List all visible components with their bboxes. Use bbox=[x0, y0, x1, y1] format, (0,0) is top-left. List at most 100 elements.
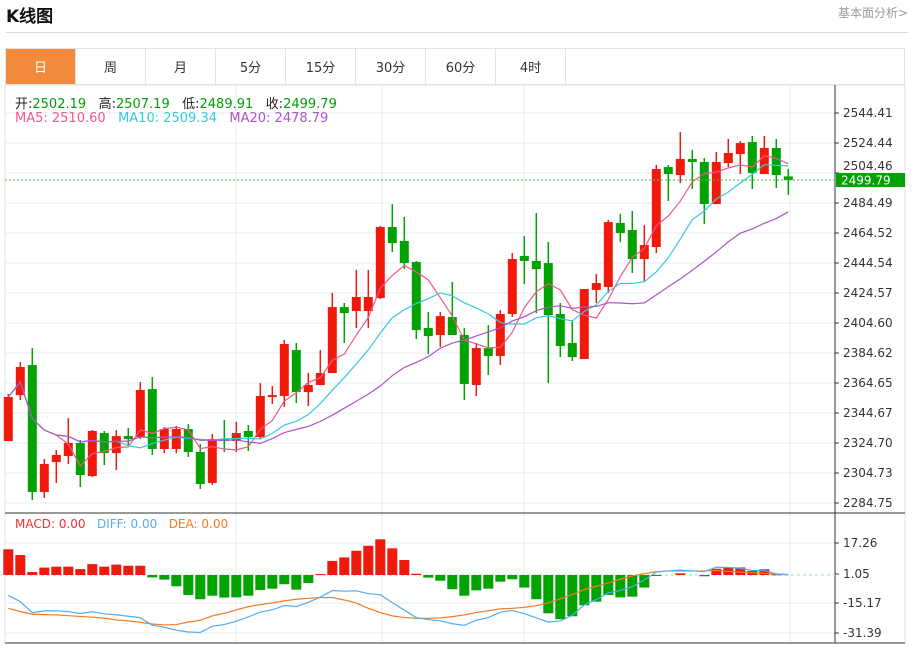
candle-body bbox=[267, 395, 277, 398]
macd-bar bbox=[639, 575, 650, 588]
tab-week[interactable]: 周 bbox=[76, 49, 146, 84]
period-tabs: 日 周 月 5分 15分 30分 60分 4时 bbox=[5, 48, 905, 85]
open-label: 开: bbox=[15, 97, 33, 112]
macd-bar bbox=[435, 575, 446, 581]
macd-bar bbox=[543, 575, 554, 614]
candle-body bbox=[99, 433, 109, 454]
candle-body bbox=[687, 158, 697, 162]
candle-body bbox=[39, 464, 49, 492]
diff-value: DIFF: 0.00 bbox=[97, 517, 158, 531]
macd-bar bbox=[591, 575, 602, 602]
macd-bar bbox=[339, 557, 350, 575]
macd-bar bbox=[15, 555, 26, 575]
macd-bar bbox=[411, 573, 422, 575]
candle-body bbox=[483, 348, 493, 357]
macd-bar bbox=[423, 575, 434, 578]
candle-body bbox=[147, 389, 157, 450]
candle-body bbox=[51, 455, 61, 463]
candle-body bbox=[603, 222, 613, 287]
candle-body bbox=[459, 335, 469, 384]
macd-bar bbox=[207, 575, 218, 596]
tab-5min[interactable]: 5分 bbox=[216, 49, 286, 84]
macd-bar bbox=[99, 566, 110, 575]
macd-bar bbox=[231, 575, 242, 598]
dea-value: DEA: 0.00 bbox=[168, 517, 229, 531]
page-title: K线图 bbox=[6, 7, 54, 27]
macd-bar bbox=[399, 560, 410, 575]
candle-body bbox=[327, 307, 337, 374]
candle-body bbox=[519, 256, 529, 261]
tab-15min[interactable]: 15分 bbox=[286, 49, 356, 84]
macd-bar bbox=[123, 565, 134, 575]
ma20-line bbox=[7, 211, 789, 444]
macd-bar bbox=[75, 569, 86, 575]
ma10-line bbox=[7, 164, 789, 449]
ma20-value: MA20: 2478.79 bbox=[229, 111, 329, 126]
candle-body bbox=[447, 316, 457, 336]
candle-body bbox=[507, 259, 517, 314]
candle-body bbox=[303, 385, 313, 393]
macd-bar bbox=[387, 548, 398, 575]
candle-body bbox=[111, 436, 121, 454]
candle-body bbox=[399, 240, 409, 264]
price-tick-label: 2464.52 bbox=[843, 226, 893, 240]
fundamental-analysis-link[interactable]: 基本面分析> bbox=[837, 6, 908, 20]
tab-month[interactable]: 月 bbox=[146, 49, 216, 84]
macd-bar bbox=[699, 575, 710, 577]
price-tick-label: 2404.60 bbox=[843, 316, 893, 330]
ma5-line bbox=[7, 155, 789, 467]
price-tick-label: 2304.73 bbox=[843, 466, 893, 480]
price-tick-label: 2524.44 bbox=[843, 136, 893, 150]
macd-bar bbox=[615, 575, 626, 598]
price-tick-label: 2324.70 bbox=[843, 436, 893, 450]
tab-30min[interactable]: 30分 bbox=[356, 49, 426, 84]
macd-bar bbox=[351, 550, 362, 575]
tab-4hour[interactable]: 4时 bbox=[496, 49, 566, 84]
candle-body bbox=[747, 142, 757, 173]
candle-body bbox=[531, 260, 541, 270]
candle-body bbox=[231, 433, 241, 442]
candle-body bbox=[123, 436, 133, 440]
macd-bar bbox=[759, 569, 770, 575]
candle-body bbox=[771, 148, 781, 176]
candle-body bbox=[15, 366, 25, 396]
macd-bar bbox=[471, 575, 482, 591]
diff-line bbox=[8, 566, 789, 634]
candle-body bbox=[387, 227, 397, 244]
ohlc-info: 开:2502.19 高:2507.19 低:2489.91 收:2499.79 bbox=[15, 93, 337, 112]
macd-bar bbox=[255, 575, 266, 590]
candle-body bbox=[783, 176, 793, 181]
chart-frame bbox=[4, 84, 906, 644]
macd-tick-label: -15.17 bbox=[843, 596, 882, 610]
candle-body bbox=[615, 222, 625, 234]
macd-bar bbox=[327, 560, 338, 575]
macd-bar bbox=[627, 575, 638, 597]
candle-body bbox=[711, 161, 721, 205]
macd-info: MACD: 0.00 DIFF: 0.00 DEA: 0.00 bbox=[15, 517, 228, 531]
tab-60min[interactable]: 60分 bbox=[426, 49, 496, 84]
macd-bar bbox=[243, 575, 254, 596]
tab-day[interactable]: 日 bbox=[6, 49, 76, 84]
macd-bar bbox=[195, 575, 206, 600]
macd-bar bbox=[171, 575, 182, 587]
macd-bar bbox=[555, 575, 566, 620]
macd-tick-label: -31.39 bbox=[843, 626, 882, 640]
macd-bar bbox=[279, 575, 290, 585]
candle-body bbox=[651, 169, 661, 247]
macd-bar bbox=[291, 575, 302, 590]
candle-body bbox=[243, 430, 253, 437]
macd-bar bbox=[519, 575, 530, 588]
candle-body bbox=[207, 439, 217, 483]
macd-bar bbox=[303, 575, 314, 583]
macd-bar bbox=[531, 575, 542, 600]
candle-body bbox=[63, 442, 73, 457]
macd-bar bbox=[711, 568, 722, 575]
macd-bar bbox=[39, 567, 50, 575]
candle-body bbox=[627, 230, 637, 260]
candle-body bbox=[27, 365, 37, 492]
price-tick-label: 2384.62 bbox=[843, 346, 893, 360]
low-value: 2489.91 bbox=[199, 97, 254, 112]
macd-bar bbox=[447, 575, 458, 590]
close-label: 收: bbox=[265, 97, 284, 112]
